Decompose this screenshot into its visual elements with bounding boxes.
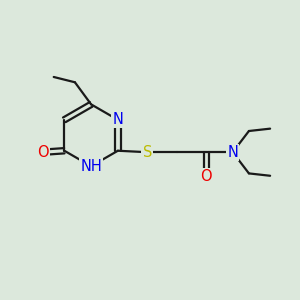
Text: S: S [142, 145, 152, 160]
Text: N: N [227, 145, 238, 160]
Text: NH: NH [80, 159, 102, 174]
Text: O: O [200, 169, 212, 184]
Text: O: O [37, 145, 49, 160]
Text: N: N [112, 112, 123, 127]
